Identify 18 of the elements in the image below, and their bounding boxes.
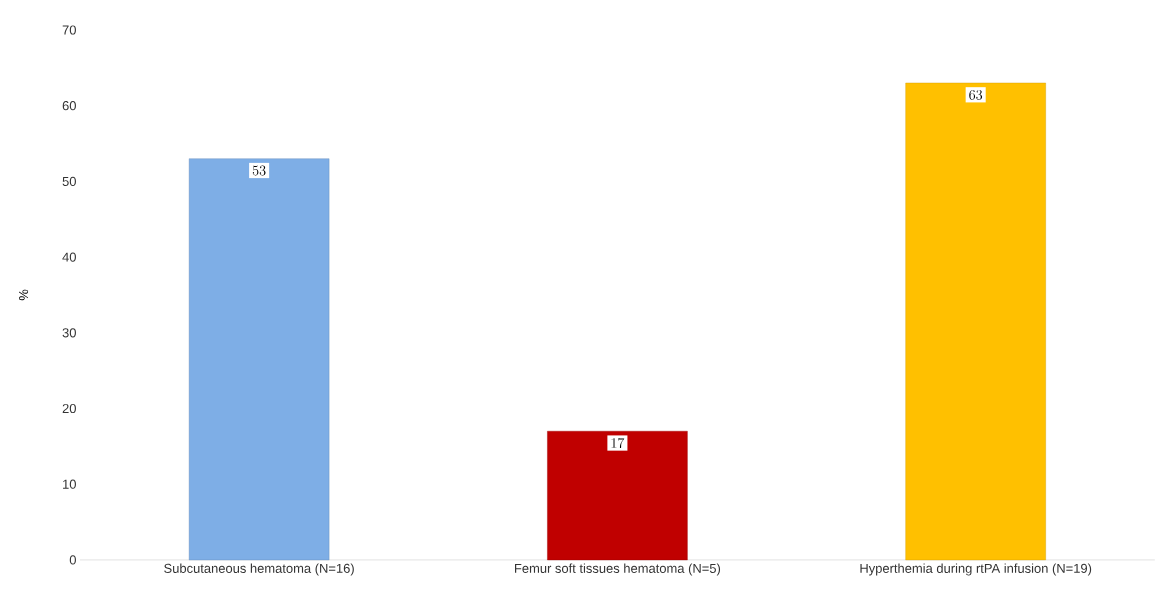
bar	[905, 82, 1046, 561]
x-tick-label: Subcutaneous hematoma (N=16)	[164, 563, 354, 576]
y-tick-label: 20	[62, 403, 76, 414]
y-tick-label: 40	[62, 252, 76, 262]
data-label: 53	[252, 165, 266, 176]
y-tick-label: 60	[62, 101, 76, 111]
bar	[188, 158, 330, 561]
y-axis-title: %	[19, 289, 29, 301]
y-tick-label: 50	[62, 176, 76, 187]
x-tick-label: Hyperthemia during rtPA infusion (N=19)	[860, 563, 1092, 576]
data-label: 17	[611, 438, 625, 448]
y-tick-label: 70	[62, 25, 76, 35]
y-tick-label: 30	[62, 328, 76, 338]
y-tick-label: 0	[69, 555, 76, 565]
bar	[547, 431, 688, 561]
data-label: 63	[969, 89, 983, 100]
y-tick-label: 10	[63, 479, 76, 489]
x-tick-label: Femur soft tissues hematoma (N=5)	[515, 563, 721, 576]
